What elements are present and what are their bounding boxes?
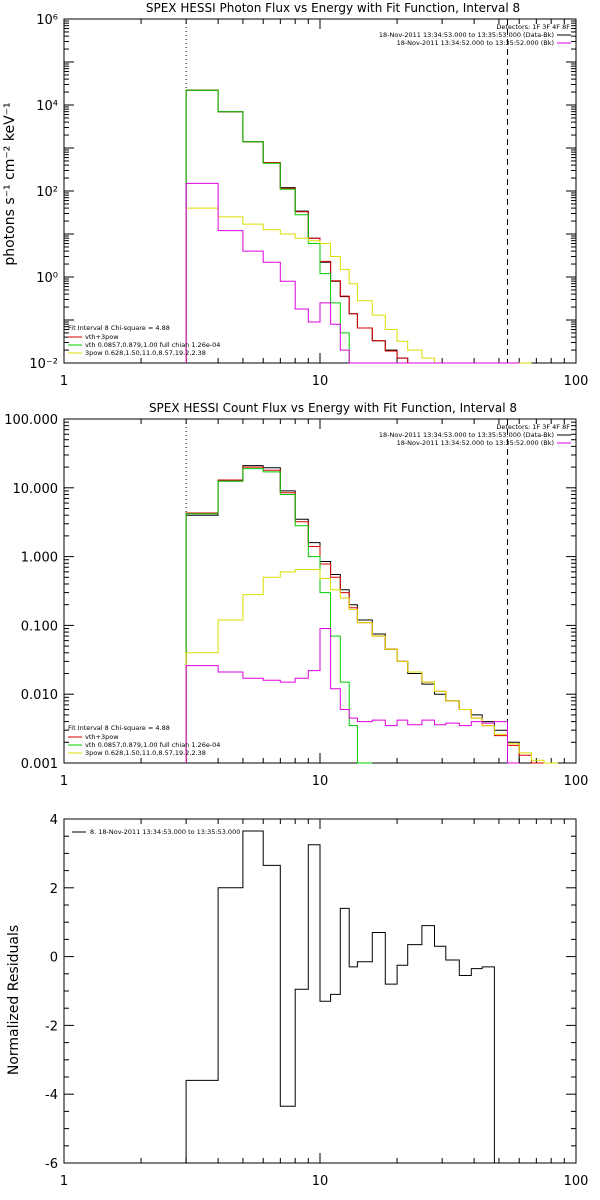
- y-tick-label: -2: [45, 1019, 58, 1034]
- count-flux-legend-bottom: Fit Interval 8 Chi-square = 4.88 vth+3po…: [68, 724, 220, 757]
- legend-entry-3pow: 3pow 0.628,1.50,11.0,8.57,19.2,2.38: [85, 349, 206, 357]
- legend-entry-data-bk: 18-Nov-2011 13:34:53.000 to 13:35:53.000…: [379, 431, 554, 439]
- legend-entry-3pow: 3pow 0.628,1.50,11.0,8.57,19.2,2.38: [85, 749, 206, 757]
- count-flux-title: SPEX HESSI Count Flux vs Energy with Fit…: [149, 401, 517, 415]
- legend-entry-vth: vth 0.0857,0.879,1.00 full chian 1.26e-0…: [85, 341, 220, 349]
- series-3-step-line: [185, 207, 532, 364]
- residuals-legend: 8. 18-Nov-2011 13:34:53.000 to 13:35:53.…: [72, 828, 240, 836]
- legend-entry-data-bk: 18-Nov-2011 13:34:53.000 to 13:35:53.000…: [379, 31, 554, 39]
- data-series: [185, 830, 508, 1164]
- reference-lines: [185, 19, 508, 363]
- residuals-panel: Normalized Residuals 1 10 100 -6 -4 -2 0 2 4 8. …: [6, 813, 588, 1189]
- y-tick-label: 10²: [36, 185, 58, 200]
- legend-entry-vth-3pow: vth+3pow: [85, 333, 119, 341]
- legend-entry-interval: 8. 18-Nov-2011 13:34:53.000 to 13:35:53.…: [90, 828, 240, 836]
- x-tick-label: 100: [564, 1174, 589, 1189]
- y-tick-label: 10⁻²: [29, 357, 58, 372]
- series-4-step-line: [185, 628, 520, 764]
- series-4-step-line: [185, 182, 520, 364]
- x-tick-label: 100: [564, 774, 589, 789]
- data-series: [185, 465, 558, 764]
- x-tick-label: 1: [60, 774, 68, 789]
- count-flux-legend-top: Detectors: 1F 3F 4F 8F 18-Nov-2011 13:34…: [379, 423, 571, 447]
- series-2-step-line: [185, 468, 373, 764]
- x-tick-label: 10: [312, 374, 329, 389]
- legend-fit-interval: Fit Interval 8 Chi-square = 4.88: [68, 324, 170, 332]
- y-tick-label: 4: [50, 813, 58, 828]
- legend-entry-vth: vth 0.0857,0.879,1.00 full chian 1.26e-0…: [85, 741, 220, 749]
- photon-flux-panel: SPEX HESSI Photon Flux vs Energy with Fi…: [2, 1, 588, 389]
- y-tick-label: -6: [45, 1157, 58, 1172]
- data-series: [185, 89, 532, 364]
- series-3-step-line: [185, 569, 558, 764]
- y-tick-label: 0.001: [21, 757, 58, 772]
- x-tick-label: 10: [312, 774, 329, 789]
- y-tick-label: 10⁰: [36, 271, 58, 286]
- y-tick-label: 0.100: [21, 619, 58, 634]
- x-tick-label: 1: [60, 374, 68, 389]
- tick-marks: 1 10 100 10⁻² 10⁰ 10² 10⁴ 10⁶: [29, 13, 588, 389]
- series-1-step-line: [185, 466, 544, 764]
- x-tick-label: 1: [60, 1174, 68, 1189]
- legend-entry-bk: 18-Nov-2011 13:34:52.000 to 13:35:52.000…: [397, 439, 554, 447]
- tick-marks: 1 10 100 0.001 0.010 0.100 1.000 10.000 100.000: [4, 413, 588, 789]
- y-tick-label: 0: [50, 951, 58, 966]
- legend-detectors: Detectors: 1F 3F 4F 8F: [496, 423, 570, 431]
- photon-flux-legend-bottom: Fit Interval 8 Chi-square = 4.88 vth+3po…: [68, 324, 220, 357]
- x-tick-label: 100: [564, 374, 589, 389]
- series-1-step-line: [185, 89, 532, 364]
- legend-entry-bk: 18-Nov-2011 13:34:52.000 to 13:35:52.000…: [397, 39, 554, 47]
- y-tick-label: 1.000: [21, 551, 58, 566]
- y-tick-label: 0.010: [21, 688, 58, 703]
- x-tick-label: 10: [312, 1174, 329, 1189]
- tick-marks: 1 10 100 -6 -4 -2 0 2 4: [45, 813, 588, 1189]
- residuals-ylabel: Normalized Residuals: [6, 925, 22, 1075]
- reference-lines: [185, 419, 508, 763]
- series-0-step-line: [185, 89, 520, 364]
- count-flux-panel: SPEX HESSI Count Flux vs Energy with Fit…: [4, 401, 588, 789]
- y-tick-label: 2: [50, 882, 58, 897]
- photon-flux-legend-top: Detectors: 1F 3F 4F 8F 18-Nov-2011 13:34…: [379, 23, 571, 47]
- legend-entry-vth-3pow: vth+3pow: [85, 733, 119, 741]
- y-tick-label: 100.000: [4, 413, 58, 428]
- y-tick-label: 10.000: [13, 482, 59, 497]
- y-tick-label: 10⁶: [36, 13, 58, 28]
- legend-detectors: Detectors: 1F 3F 4F 8F: [496, 23, 570, 31]
- photon-flux-title: SPEX HESSI Photon Flux vs Energy with Fi…: [146, 1, 520, 15]
- series-0-step-line: [185, 830, 508, 1164]
- photon-flux-ylabel: photons s⁻¹ cm⁻² keV⁻¹: [2, 102, 18, 265]
- legend-fit-interval: Fit Interval 8 Chi-square = 4.88: [68, 724, 170, 732]
- y-tick-label: -4: [45, 1088, 58, 1103]
- y-tick-label: 10⁴: [36, 99, 58, 114]
- series-2-step-line: [185, 89, 373, 364]
